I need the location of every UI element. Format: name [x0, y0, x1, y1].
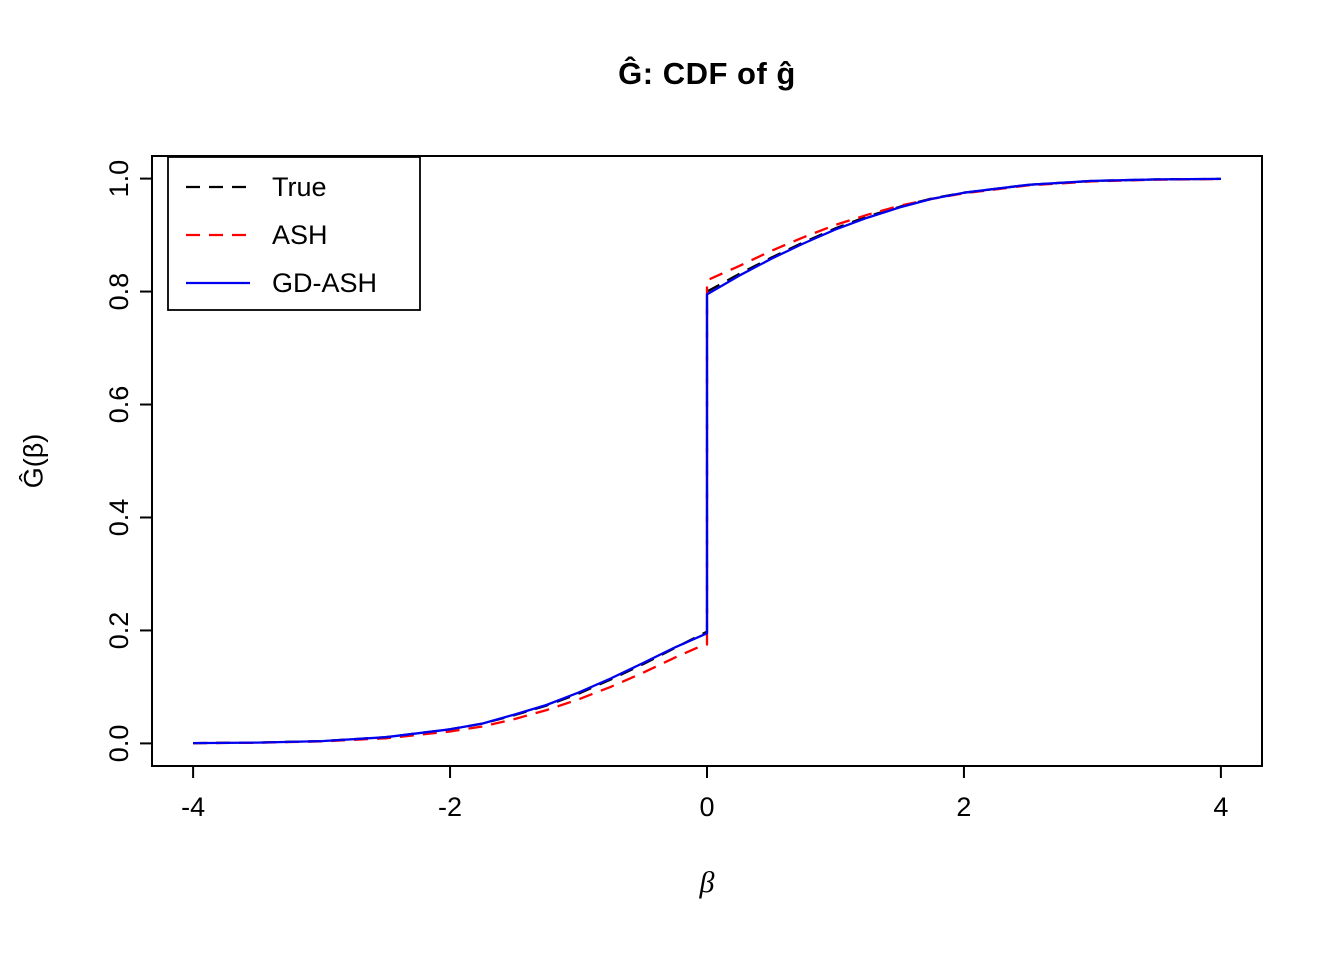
- x-tick-label: 2: [956, 792, 971, 822]
- series-line-gd-ash: [193, 177, 1221, 745]
- legend-label-gd-ash: GD-ASH: [272, 268, 377, 298]
- y-tick-label: 0.2: [104, 612, 134, 650]
- legend: True ASH GD-ASH: [167, 156, 421, 311]
- y-tick-label: 0.8: [104, 273, 134, 311]
- chart-title: Ĝ: CDF of ĝ: [618, 56, 796, 91]
- plot-border: [151, 155, 1263, 767]
- legend-label-ash: ASH: [272, 220, 328, 250]
- x-tick-label: 0: [699, 792, 714, 822]
- y-tick-label: 1.0: [104, 160, 134, 198]
- y-tick-label: 0.6: [104, 386, 134, 424]
- legend-label-true: True: [272, 172, 327, 202]
- y-tick-label: 0.4: [104, 499, 134, 537]
- legend-box: [167, 156, 421, 311]
- x-tick-label: -2: [438, 792, 462, 822]
- x-tick-label: 4: [1213, 792, 1228, 822]
- y-tick-label: 0.0: [104, 725, 134, 763]
- x-tick-label: -4: [181, 792, 205, 822]
- x-axis-label: β: [699, 866, 715, 899]
